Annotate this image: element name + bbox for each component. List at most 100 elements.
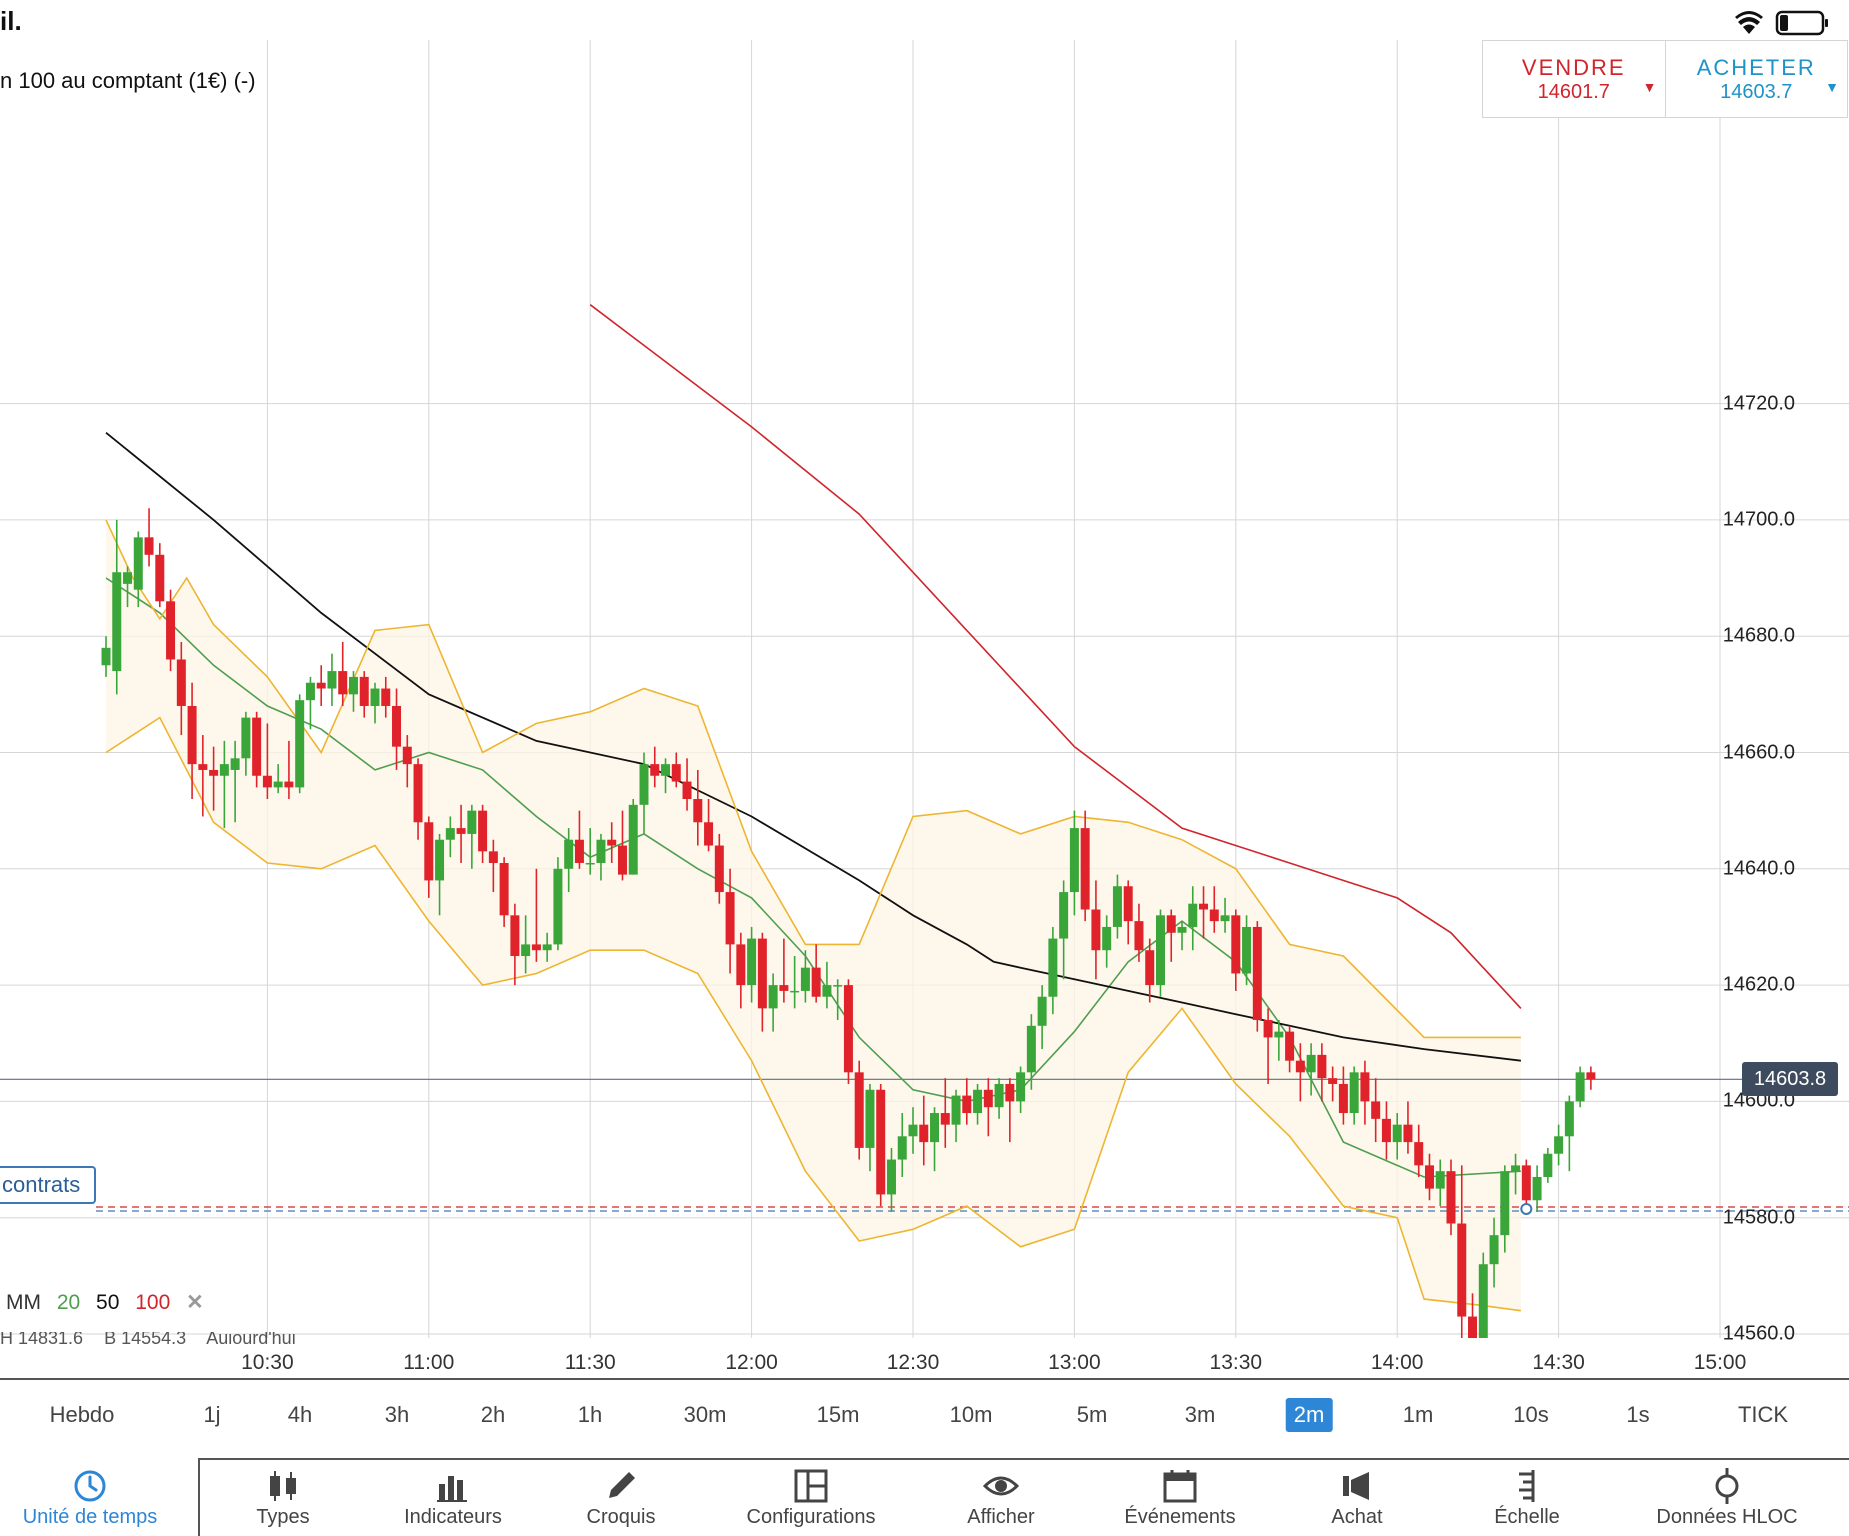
candle-bullish xyxy=(1155,909,1165,997)
toolbar-crosshair-button[interactable]: Données HLOC xyxy=(1647,1458,1807,1536)
candle-body xyxy=(725,892,735,945)
candle-body xyxy=(1145,950,1155,986)
timeframe-1s[interactable]: 1s xyxy=(1626,1402,1650,1427)
timeframe-2m[interactable]: 2m xyxy=(1285,1398,1333,1432)
ma-100-label[interactable]: 100 xyxy=(135,1291,171,1314)
time-tick: 13:00 xyxy=(1048,1351,1101,1374)
close-icon[interactable]: ✕ xyxy=(186,1291,204,1314)
candle-bearish xyxy=(392,688,402,770)
candle-body xyxy=(1328,1078,1338,1084)
timeframe-30m[interactable]: 30m xyxy=(683,1402,727,1427)
timeframe-15m[interactable]: 15m xyxy=(816,1402,860,1427)
candle-body xyxy=(230,758,240,770)
toolbar-candles-button[interactable]: Types xyxy=(203,1458,363,1536)
toolbar-bar-chart-button[interactable]: Indicateurs xyxy=(373,1458,533,1536)
moving-average-legend[interactable]: MM 20 50 100 ✕ xyxy=(6,1290,214,1315)
timeframe-1m[interactable]: 1m xyxy=(1402,1402,1434,1427)
candle-bullish xyxy=(1059,880,1069,980)
timeframe-3m[interactable]: 3m xyxy=(1184,1402,1216,1427)
buy-button[interactable]: ACHETER 14603.7 ▼ xyxy=(1664,41,1848,117)
bottom-toolbar: Unité de temps Types Indicateurs Croquis Con… xyxy=(0,1458,1849,1536)
candle-body xyxy=(574,839,584,863)
candle-bearish xyxy=(854,1060,864,1160)
toolbar-scale-button[interactable]: Échelle xyxy=(1447,1458,1607,1536)
candle-bullish xyxy=(1188,886,1198,951)
toolbar-eye-button[interactable]: Afficher xyxy=(921,1458,1081,1536)
timeframe-3h[interactable]: 3h xyxy=(384,1402,410,1427)
scale-icon xyxy=(1519,1470,1535,1502)
candle-body xyxy=(510,915,520,957)
timeframe-hebdo[interactable]: Hebdo xyxy=(49,1402,115,1427)
candle-body xyxy=(1134,921,1144,951)
candle-bullish xyxy=(1220,897,1230,933)
timeframe-10s[interactable]: 10s xyxy=(1513,1402,1549,1427)
price-chart[interactable] xyxy=(0,0,1849,1380)
timeframe-4h[interactable]: 4h xyxy=(287,1402,313,1427)
candle-bearish xyxy=(1134,903,1144,962)
candle-body xyxy=(1349,1072,1359,1114)
candle-bullish xyxy=(1026,1014,1036,1090)
candle-bullish xyxy=(1564,1095,1574,1172)
candle-body xyxy=(585,862,595,865)
eye-icon xyxy=(983,1476,1019,1496)
toolbar-label: Configurations xyxy=(746,1506,876,1528)
timeframe-1j[interactable]: 1j xyxy=(203,1402,221,1427)
candle-bearish xyxy=(510,903,520,986)
pencil-icon xyxy=(609,1472,635,1498)
toolbar-calendar-button[interactable]: Événements xyxy=(1100,1458,1260,1536)
candle-bullish xyxy=(661,758,671,794)
candle-bearish xyxy=(1199,886,1209,939)
candle-body xyxy=(800,967,810,991)
candle-bullish xyxy=(596,833,606,881)
candle-bullish xyxy=(241,711,251,776)
candle-bearish xyxy=(1005,1078,1015,1143)
buy-dropdown-arrow-icon[interactable]: ▼ xyxy=(1825,79,1839,95)
candle-bearish xyxy=(1123,880,1133,945)
candle-bullish xyxy=(1242,915,1252,986)
price-tick: 14720.0 xyxy=(1722,392,1795,415)
timeframe-2h[interactable]: 2h xyxy=(480,1402,506,1427)
candle-body xyxy=(1564,1101,1574,1137)
candle-bullish xyxy=(639,752,649,834)
candle-body xyxy=(1220,915,1230,922)
candle-bullish xyxy=(897,1113,907,1177)
sell-dropdown-arrow-icon[interactable]: ▼ xyxy=(1642,79,1657,95)
candle-bullish xyxy=(219,740,229,829)
contracts-tag[interactable]: contrats xyxy=(0,1166,96,1204)
candle-body xyxy=(112,572,122,672)
toolbar-label: Unité de temps xyxy=(22,1506,158,1528)
timeframe-10m[interactable]: 10m xyxy=(949,1402,993,1427)
candle-bullish xyxy=(628,799,638,875)
timeframe-5m[interactable]: 5m xyxy=(1076,1402,1108,1427)
candle-bullish xyxy=(768,973,778,1032)
candle-body xyxy=(1371,1101,1381,1119)
candle-body xyxy=(833,985,843,987)
candle-body xyxy=(1069,828,1079,893)
candle-body xyxy=(542,944,552,951)
toolbar-pencil-button[interactable]: Croquis xyxy=(541,1458,701,1536)
divider xyxy=(198,1458,1849,1460)
toolbar-label: Achat xyxy=(1331,1506,1383,1528)
candle-body xyxy=(1435,1171,1445,1189)
candle-body xyxy=(101,647,111,666)
candle-body xyxy=(338,671,348,695)
candle-bullish xyxy=(1554,1124,1564,1166)
candle-body xyxy=(1123,886,1133,922)
timeframe-1h[interactable]: 1h xyxy=(577,1402,603,1427)
ma-50-label[interactable]: 50 xyxy=(96,1291,120,1314)
timeframe-tick[interactable]: TICK xyxy=(1737,1402,1789,1427)
candle-bearish xyxy=(1414,1124,1424,1177)
series-line-ma20 xyxy=(105,577,1521,1178)
candle-body xyxy=(1037,996,1047,1026)
sell-price: 14601.7 xyxy=(1537,81,1610,103)
ma-20-label[interactable]: 20 xyxy=(56,1291,81,1314)
toolbar-megaphone-button[interactable]: Achat xyxy=(1277,1458,1437,1536)
sell-button[interactable]: VENDRE 14601.7 ▼ xyxy=(1483,41,1665,117)
toolbar-clock-button[interactable]: Unité de temps xyxy=(10,1458,170,1536)
candle-body xyxy=(897,1136,907,1160)
candle-body xyxy=(876,1089,886,1195)
candle-bullish xyxy=(790,956,800,1009)
candle-body xyxy=(435,839,445,881)
candle-bullish xyxy=(1392,1113,1402,1160)
toolbar-layout-button[interactable]: Configurations xyxy=(731,1458,891,1536)
